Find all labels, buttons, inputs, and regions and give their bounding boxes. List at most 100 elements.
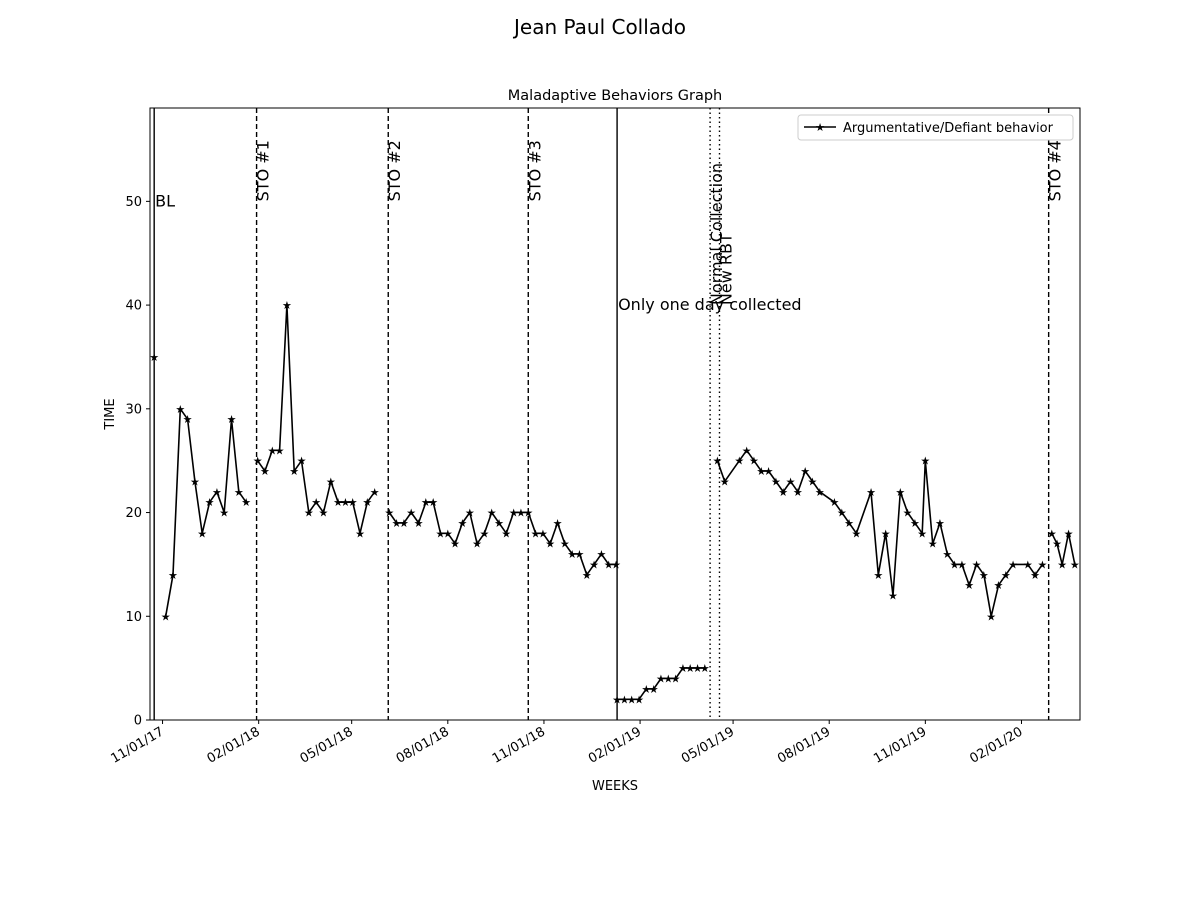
x-tick-label: 08/01/18 <box>394 724 452 766</box>
data-point-star: ★ <box>553 517 563 530</box>
legend: ★ Argumentative/Defiant behavior <box>797 114 1074 141</box>
data-point-star: ★ <box>851 527 861 540</box>
data-point-star: ★ <box>712 455 722 468</box>
phase-label: Normal Collection <box>707 163 726 305</box>
data-point-star: ★ <box>1030 569 1040 582</box>
data-point-star: ★ <box>979 569 989 582</box>
y-axis-label: TIME <box>103 398 118 430</box>
data-point-star: ★ <box>465 507 475 520</box>
phase-label: STO #3 <box>525 140 544 201</box>
data-point-star: ★ <box>1064 527 1074 540</box>
legend-marker-swatch: ★ <box>815 121 825 134</box>
data-point-star: ★ <box>641 683 651 696</box>
data-point-star: ★ <box>656 673 666 686</box>
data-point-star: ★ <box>986 610 996 623</box>
data-point-star: ★ <box>917 527 927 540</box>
figure-suptitle: Jean Paul Collado <box>512 15 686 39</box>
data-point-star: ★ <box>406 507 416 520</box>
data-point-star: ★ <box>560 538 570 551</box>
data-point-star: ★ <box>370 486 380 499</box>
data-point-star: ★ <box>671 673 681 686</box>
data-point-star: ★ <box>950 558 960 571</box>
data-point-star: ★ <box>384 507 394 520</box>
data-point-star: ★ <box>619 693 629 706</box>
data-point-star: ★ <box>742 444 752 457</box>
phase-label: Only one day collected <box>618 295 802 314</box>
data-point-star: ★ <box>881 527 891 540</box>
phase-label: STO #2 <box>385 140 404 201</box>
data-point-star: ★ <box>815 486 825 499</box>
data-point-star: ★ <box>421 496 431 509</box>
data-point-star: ★ <box>168 569 178 582</box>
data-point-star: ★ <box>1057 558 1067 571</box>
series-line <box>716 449 1044 618</box>
data-point-star: ★ <box>472 538 482 551</box>
data-point-star: ★ <box>392 517 402 530</box>
data-point-star: ★ <box>399 517 409 530</box>
data-point-star: ★ <box>903 507 913 520</box>
data-point-star: ★ <box>1008 558 1018 571</box>
data-point-star: ★ <box>428 496 438 509</box>
data-point-star: ★ <box>700 662 710 675</box>
data-point-star: ★ <box>634 693 644 706</box>
data-point-star: ★ <box>649 683 659 696</box>
data-point-star: ★ <box>197 527 207 540</box>
data-point-star: ★ <box>957 558 967 571</box>
data-point-star: ★ <box>1052 538 1062 551</box>
data-point-star: ★ <box>545 538 555 551</box>
data-point-star: ★ <box>516 507 526 520</box>
y-tick-label: 40 <box>125 299 142 314</box>
data-point-star: ★ <box>873 569 883 582</box>
phase-label: BL <box>155 191 175 210</box>
axes-frame <box>149 107 1081 721</box>
data-point-star: ★ <box>678 662 688 675</box>
x-tick-label: 02/01/20 <box>967 724 1025 766</box>
data-point-star: ★ <box>494 517 504 530</box>
data-point-star: ★ <box>267 444 277 457</box>
x-tick-label: 11/01/19 <box>871 724 929 766</box>
data-point-star: ★ <box>297 455 307 468</box>
data-point-star: ★ <box>685 662 695 675</box>
series-line <box>617 667 705 701</box>
x-tick-label: 05/01/19 <box>679 724 737 766</box>
x-tick-label: 05/01/18 <box>298 724 356 766</box>
data-point-star: ★ <box>340 496 350 509</box>
data-point-star: ★ <box>567 548 577 561</box>
data-point-star: ★ <box>734 455 744 468</box>
data-point-star: ★ <box>866 486 876 499</box>
y-tick-label: 20 <box>125 506 142 521</box>
data-point-star: ★ <box>793 486 803 499</box>
data-point-star: ★ <box>928 538 938 551</box>
data-point-star: ★ <box>844 517 854 530</box>
data-point-star: ★ <box>161 610 171 623</box>
data-point-star: ★ <box>241 496 251 509</box>
data-point-star: ★ <box>348 496 358 509</box>
y-tick-label: 0 <box>134 714 142 729</box>
data-point-star: ★ <box>205 496 215 509</box>
data-point-star: ★ <box>479 527 489 540</box>
data-point-star: ★ <box>149 351 159 364</box>
data-point-star: ★ <box>575 548 585 561</box>
data-point-star: ★ <box>994 579 1004 592</box>
x-tick-label: 11/01/18 <box>490 724 548 766</box>
data-point-star: ★ <box>362 496 372 509</box>
data-point-star: ★ <box>771 475 781 488</box>
data-point-star: ★ <box>523 507 533 520</box>
data-point-star: ★ <box>764 465 774 478</box>
data-point-star: ★ <box>304 507 314 520</box>
data-point-star: ★ <box>837 507 847 520</box>
data-point-star: ★ <box>1023 558 1033 571</box>
data-point-star: ★ <box>663 673 673 686</box>
data-point-star: ★ <box>910 517 920 530</box>
data-point-star: ★ <box>1001 569 1011 582</box>
y-tick-label: 10 <box>125 610 142 625</box>
data-point-star: ★ <box>1047 527 1057 540</box>
data-point-star: ★ <box>501 527 511 540</box>
data-point-star: ★ <box>1037 558 1047 571</box>
data-point-star: ★ <box>720 475 730 488</box>
data-point-star: ★ <box>604 558 614 571</box>
data-point-star: ★ <box>487 507 497 520</box>
data-point-star: ★ <box>333 496 343 509</box>
data-point-star: ★ <box>509 507 519 520</box>
legend-frame <box>797 114 1074 141</box>
